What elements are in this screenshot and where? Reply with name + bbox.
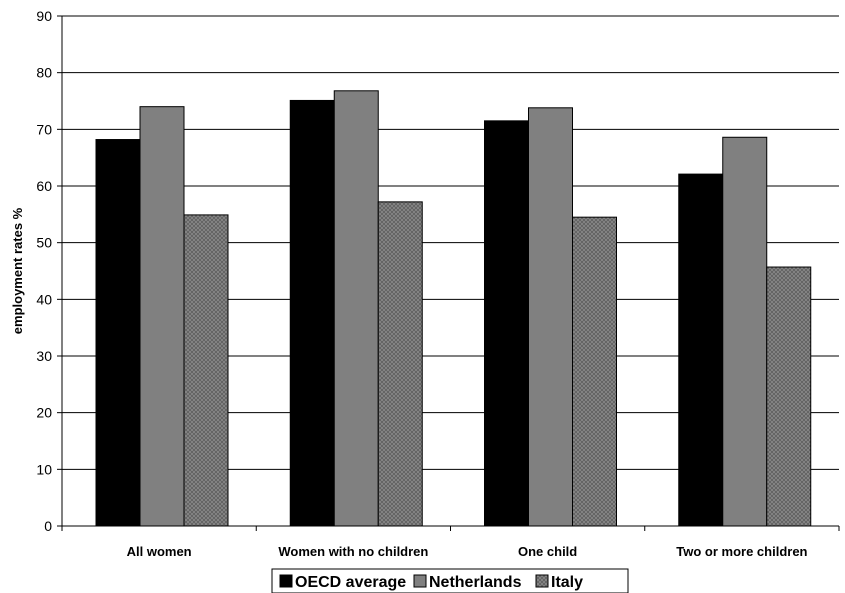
bar-oecd-average-4 (678, 173, 724, 527)
y-tick-label: 30 (36, 348, 52, 364)
legend-box (271, 568, 629, 593)
axes (57, 15, 840, 531)
legend-label: Italy (551, 574, 583, 591)
bar-netherlands-3 (528, 107, 573, 527)
y-tick-label: 50 (36, 235, 52, 251)
bars (95, 90, 812, 527)
bar-italy-4 (766, 266, 812, 527)
category-labels: All women Women with no children One child… (127, 544, 808, 559)
bar-oecd-average-1 (95, 139, 141, 527)
bar-oecd-average-3 (484, 120, 529, 527)
y-tick-label: 90 (36, 8, 52, 24)
y-tick-label: 60 (36, 178, 52, 194)
bar-italy-3 (572, 216, 617, 527)
y-tick-label: 80 (36, 65, 52, 81)
legend-swatch-netherlands (413, 574, 427, 588)
y-tick-label: 10 (36, 461, 52, 477)
category-label: One child (518, 544, 577, 559)
y-tick-label: 70 (36, 121, 52, 137)
y-tick-label: 40 (36, 291, 52, 307)
legend: OECD average Netherlands Italy (271, 568, 629, 593)
y-tick-labels: 0 10 20 30 40 50 60 70 80 90 (36, 8, 52, 534)
category-label: All women (127, 544, 192, 559)
legend-label: OECD average (295, 574, 406, 591)
y-axis-label: employment rates % (10, 207, 25, 334)
y-tick-label: 20 (36, 405, 52, 421)
legend-swatch-oecd-average (279, 574, 293, 588)
bar-netherlands-2 (333, 90, 379, 527)
bar-italy-2 (377, 201, 423, 527)
legend-label: Netherlands (429, 574, 522, 591)
y-tick-label: 0 (44, 518, 52, 534)
bar-netherlands-4 (722, 136, 768, 527)
bar-italy-1 (183, 214, 229, 527)
bar-netherlands-1 (139, 106, 185, 527)
legend-swatch-italy (535, 574, 549, 588)
category-label: Two or more children (676, 544, 807, 559)
category-label: Women with no children (278, 544, 428, 559)
bar-oecd-average-2 (289, 99, 335, 527)
